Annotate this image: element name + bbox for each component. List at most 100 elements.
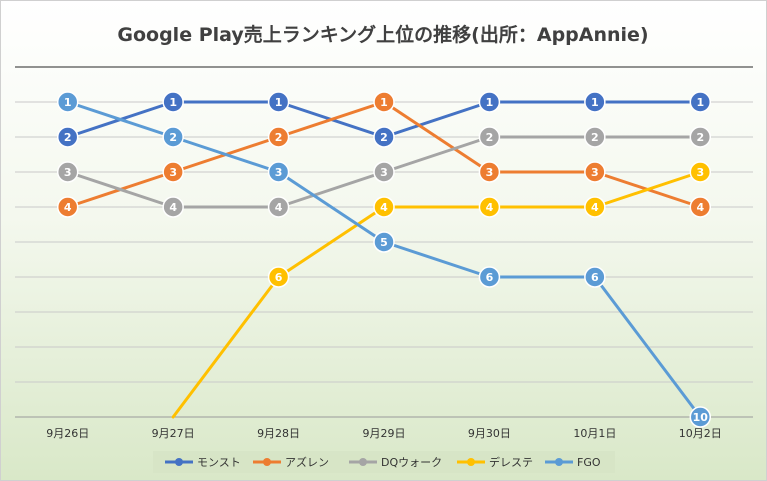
data-point xyxy=(689,406,712,428)
series-5: 1 2 3 5 6 6 10 xyxy=(56,91,712,428)
legend-label: モンスト xyxy=(197,456,241,469)
data-label: 1 xyxy=(380,96,388,109)
legend-label: FGO xyxy=(577,456,601,469)
x-axis: 9月26日 9月27日 9月28日 9月29日 9月30日 10月1日 10月2日 xyxy=(46,427,722,440)
x-tick-label: 9月29日 xyxy=(363,427,406,440)
legend-label: デレステ xyxy=(489,455,533,469)
data-label: 6 xyxy=(486,271,494,284)
legend-label: アズレン xyxy=(285,455,329,469)
data-point xyxy=(478,126,501,148)
data-label: 3 xyxy=(696,166,704,179)
data-point xyxy=(584,266,606,288)
x-tick-label: 9月28日 xyxy=(257,427,300,440)
legend-item: モンスト xyxy=(165,456,241,469)
data-label: 10 xyxy=(693,411,709,424)
data-label: 3 xyxy=(275,166,283,179)
legend-item: FGO xyxy=(545,456,601,469)
data-point xyxy=(162,91,184,113)
data-label: 6 xyxy=(591,271,599,284)
data-point xyxy=(267,91,290,113)
data-label: 5 xyxy=(380,236,388,249)
legend-box xyxy=(153,451,615,473)
data-label: 2 xyxy=(64,131,72,144)
data-point xyxy=(584,126,606,148)
series-4: 6 4 4 4 3 xyxy=(171,161,712,419)
chart-title: Google Play売上ランキング上位の推移(出所：AppAnnie) xyxy=(117,23,648,46)
data-label: 1 xyxy=(486,96,494,109)
legend-swatch-dot xyxy=(263,458,271,466)
data-label: 2 xyxy=(275,131,283,144)
series-layer: 2 1 1 2 1 1 1 4 3 2 1 3 3 4 3 4 4 3 2 2 2 6 4 4 4 3 1 2 3 5 6 6 10 xyxy=(56,91,712,428)
data-point xyxy=(478,196,501,218)
data-label: 6 xyxy=(275,271,283,284)
data-point xyxy=(162,196,184,218)
data-label: 4 xyxy=(64,201,72,214)
data-label: 1 xyxy=(275,96,283,109)
data-label: 4 xyxy=(591,201,599,214)
data-point xyxy=(373,126,395,148)
data-point xyxy=(689,91,712,113)
data-label: 3 xyxy=(380,166,388,179)
data-label: 1 xyxy=(169,96,177,109)
x-tick-label: 9月30日 xyxy=(468,427,511,440)
data-label: 3 xyxy=(486,166,494,179)
data-point xyxy=(478,91,501,113)
series-3: 3 4 4 3 2 2 2 xyxy=(56,126,712,218)
data-point xyxy=(56,196,79,218)
x-tick-label: 9月26日 xyxy=(46,427,89,440)
data-point xyxy=(373,161,395,183)
data-label: 1 xyxy=(591,96,599,109)
data-label: 1 xyxy=(696,96,704,109)
data-point xyxy=(267,196,290,218)
data-label: 4 xyxy=(169,201,177,214)
data-label: 4 xyxy=(275,201,283,214)
data-label: 2 xyxy=(380,131,388,144)
legend-swatch-dot xyxy=(175,458,183,466)
data-point xyxy=(56,126,79,148)
data-label: 2 xyxy=(591,131,599,144)
data-label: 4 xyxy=(486,201,494,214)
data-point xyxy=(478,161,501,183)
series-1: 2 1 1 2 1 1 1 xyxy=(56,91,712,148)
data-label: 1 xyxy=(64,96,72,109)
data-point xyxy=(56,161,79,183)
data-label: 4 xyxy=(380,201,388,214)
data-point xyxy=(373,231,395,253)
data-point xyxy=(373,91,395,113)
data-label: 3 xyxy=(64,166,72,179)
data-point xyxy=(162,126,184,148)
x-tick-label: 9月27日 xyxy=(152,427,195,440)
data-point xyxy=(56,91,79,113)
data-point xyxy=(584,196,606,218)
data-point xyxy=(267,266,290,288)
data-label: 4 xyxy=(696,201,704,214)
data-point xyxy=(478,266,501,288)
data-point xyxy=(689,126,712,148)
legend-swatch-dot xyxy=(359,458,367,466)
series-line xyxy=(66,100,702,209)
data-point xyxy=(689,161,712,183)
legend-label: DQウォーク xyxy=(381,456,442,469)
data-label: 2 xyxy=(696,131,704,144)
data-label: 3 xyxy=(591,166,599,179)
data-point xyxy=(584,161,606,183)
data-point xyxy=(267,126,290,148)
x-tick-label: 10月2日 xyxy=(679,427,722,440)
legend-item: アズレン xyxy=(253,455,329,469)
legend-item: デレステ xyxy=(457,455,533,469)
legend-swatch-dot xyxy=(555,458,563,466)
data-point xyxy=(584,91,606,113)
data-label: 3 xyxy=(169,166,177,179)
data-label: 2 xyxy=(169,131,177,144)
legend-swatch-dot xyxy=(467,458,475,466)
series-line xyxy=(66,100,702,419)
legend: モンスト アズレン DQウォーク デレステ FGO xyxy=(153,451,615,473)
data-point xyxy=(689,196,712,218)
series-line xyxy=(171,170,702,419)
legend-item: DQウォーク xyxy=(349,456,442,469)
series-2: 4 3 2 1 3 3 4 xyxy=(56,91,712,218)
data-point xyxy=(267,161,290,183)
grid-layer xyxy=(15,101,753,418)
